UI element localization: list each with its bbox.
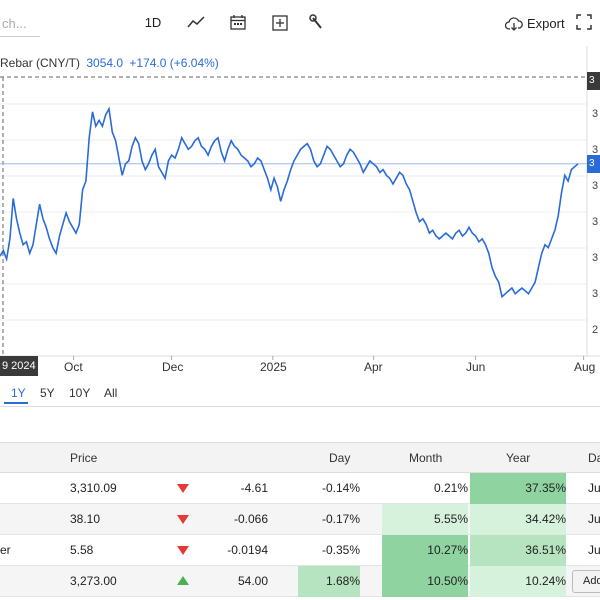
row-name <box>0 566 40 597</box>
fullscreen-button[interactable] <box>576 14 592 35</box>
range-10y[interactable]: 10Y <box>69 386 91 400</box>
table-row[interactable]: er 5.58 -0.0194 -0.35% 10.27% 36.51% Jul <box>0 535 600 566</box>
legend-price: 3054.0 <box>86 56 124 70</box>
row-day: -0.17% <box>321 512 360 526</box>
top-price-tag: 3 <box>587 72 600 90</box>
row-price: 38.10 <box>70 512 101 526</box>
header-date: Da <box>588 451 600 465</box>
y-axis-tick-label: 2 <box>592 324 599 336</box>
row-name <box>0 473 40 504</box>
row-year-highlight <box>470 473 566 504</box>
row-year: 10.24% <box>525 574 566 588</box>
current-price-tag: 3 <box>587 154 600 173</box>
row-price: 5.58 <box>70 543 94 557</box>
price-line <box>0 106 579 299</box>
table-header: Price Day Month Year Da <box>0 442 600 473</box>
legend-series-name: Rebar (CNY/T) <box>0 56 81 70</box>
header-day: Day <box>329 451 351 465</box>
table-row[interactable]: 3,273.00 54.00 1.68% 10.50% 10.24% Add <box>0 566 600 597</box>
row-price: 3,273.00 <box>70 574 117 588</box>
row-change: -0.066 <box>233 512 268 526</box>
row-month: 10.27% <box>427 543 468 557</box>
chart-toolbar: ch... 1D Export <box>0 0 600 46</box>
date-range-button[interactable] <box>229 10 251 36</box>
row-month-highlight <box>382 566 468 597</box>
range-selector: 1Y 5Y 10Y All <box>0 382 600 406</box>
down-arrow-icon <box>177 515 189 524</box>
add-button[interactable]: Add <box>572 570 600 593</box>
cloud-download-icon <box>505 17 523 31</box>
row-year-highlight <box>470 566 566 597</box>
row-year: 36.51% <box>525 543 566 557</box>
row-date: Jul <box>588 481 600 495</box>
row-change: 54.00 <box>237 574 268 588</box>
x-axis-tick-label: Dec <box>162 360 184 374</box>
row-name: er <box>0 543 11 557</box>
y-axis-tick-label: 3 <box>592 216 599 228</box>
row-change: -4.61 <box>240 481 268 495</box>
search-input[interactable]: ch... <box>2 16 27 31</box>
header-month: Month <box>409 451 443 465</box>
header-year: Year <box>506 451 531 465</box>
x-axis-tick-label: Jun <box>466 360 486 374</box>
table-row[interactable]: 38.10 -0.066 -0.17% 5.55% 34.42% Jul <box>0 504 600 535</box>
row-change: -0.0194 <box>227 543 268 557</box>
range-divider <box>0 406 600 407</box>
search-underline <box>0 36 40 37</box>
y-axis-tick-label: 3 <box>592 180 599 192</box>
add-comparison-button[interactable] <box>271 10 291 36</box>
chart-style-button[interactable] <box>186 10 208 36</box>
row-year-highlight <box>470 535 566 566</box>
chart-legend: Rebar (CNY/T) 3054.0 +174.0 (+6.04%) <box>0 56 219 70</box>
row-month: 10.50% <box>427 574 468 588</box>
row-day-highlight <box>298 566 360 597</box>
line-chart-icon <box>187 16 205 28</box>
row-name <box>0 504 40 535</box>
x-axis-tick-label: 2025 <box>260 360 287 374</box>
tools-button[interactable] <box>309 10 327 36</box>
calendar-icon <box>230 15 246 30</box>
up-arrow-icon <box>177 576 189 585</box>
row-day: -0.14% <box>321 481 360 495</box>
plus-square-icon <box>272 15 288 31</box>
down-arrow-icon <box>177 546 189 555</box>
legend-change: +174.0 (+6.04%) <box>129 56 219 70</box>
active-range-underline <box>4 402 28 404</box>
row-month-highlight <box>382 535 468 566</box>
row-price: 3,310.09 <box>70 481 117 495</box>
row-year-highlight <box>470 504 566 535</box>
down-arrow-icon <box>177 484 189 493</box>
export-label: Export <box>527 16 565 31</box>
x-axis-ticks <box>73 356 585 360</box>
y-axis-tick-label: 3 <box>592 144 599 156</box>
range-5y[interactable]: 5Y <box>40 386 55 400</box>
row-date: Jul <box>588 512 600 526</box>
y-axis-tick-label: 3 <box>592 252 599 264</box>
fullscreen-icon <box>576 14 592 30</box>
row-month-highlight <box>382 504 468 535</box>
x-axis-tick-label: Aug <box>574 360 596 374</box>
crosshair-date-tag: 9 2024 <box>0 356 38 376</box>
row-year: 34.42% <box>525 512 566 526</box>
row-date: Jul <box>588 543 600 557</box>
x-axis-tick-label: Oct <box>64 360 83 374</box>
chart-grid <box>0 103 587 321</box>
y-axis-tick-label: 3 <box>592 108 599 120</box>
y-axis-tick-label: 3 <box>592 288 599 300</box>
export-button[interactable]: Export <box>505 12 565 36</box>
wrench-icon <box>309 14 322 29</box>
row-day: -0.35% <box>321 543 360 557</box>
row-year: 37.35% <box>525 481 566 495</box>
table-row[interactable]: 3,310.09 -4.61 -0.14% 0.21% 37.35% Jul <box>0 473 600 504</box>
range-all[interactable]: All <box>104 386 118 400</box>
row-day: 1.68% <box>325 574 360 588</box>
price-chart[interactable] <box>0 0 600 380</box>
x-axis-tick-label: Apr <box>364 360 383 374</box>
range-1y[interactable]: 1Y <box>11 386 26 400</box>
header-price: Price <box>70 451 98 465</box>
interval-button[interactable]: 1D <box>144 15 162 30</box>
row-month: 0.21% <box>433 481 468 495</box>
row-month: 5.55% <box>433 512 468 526</box>
